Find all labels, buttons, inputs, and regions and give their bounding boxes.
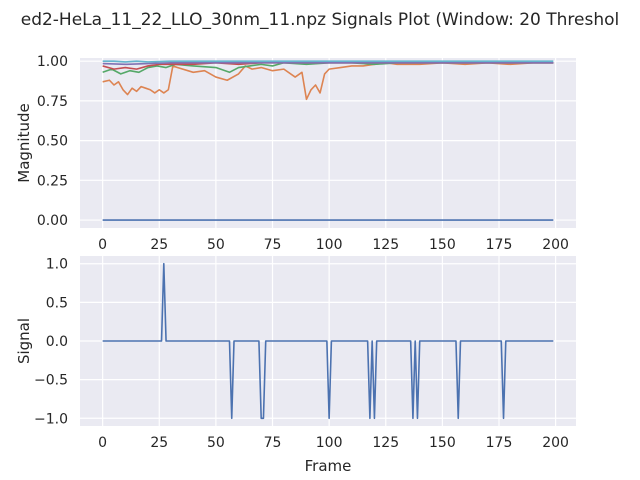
- figure-title: ed2-HeLa_11_22_LLO_30nm_11.npz Signals P…: [21, 10, 620, 30]
- magnitude-y-tick-label: 0.25: [37, 173, 68, 189]
- signal-x-tick-label: 175: [486, 435, 513, 451]
- signal-y-tick-label: −1.0: [34, 411, 68, 427]
- magnitude-series-line-5: [102, 60, 554, 63]
- signal-x-tick-label: 75: [264, 435, 282, 451]
- signal-x-tick-label: 0: [98, 435, 107, 451]
- magnitude-y-tick-label: 0.75: [37, 94, 68, 110]
- signal-x-tick-label: 50: [207, 435, 225, 451]
- magnitude-y-axis-label: Magnitude: [15, 103, 33, 182]
- signal-y-axis-label: Signal: [15, 318, 33, 364]
- signal-x-tick-label: 200: [542, 435, 569, 451]
- signal-y-tick-label: 1.0: [46, 257, 68, 273]
- signal-x-tick-label: 125: [372, 435, 399, 451]
- magnitude-x-tick-label: 75: [264, 237, 282, 253]
- magnitude-x-tick-label: 150: [429, 237, 456, 253]
- signal-x-tick-label: 25: [150, 435, 168, 451]
- magnitude-y-tick-label: 0.50: [37, 134, 68, 150]
- magnitude-y-tick-label: 1.00: [37, 54, 68, 70]
- magnitude-x-tick-label: 50: [207, 237, 225, 253]
- signal-x-tick-label: 100: [316, 435, 343, 451]
- magnitude-y-tick-label: 0.00: [37, 213, 68, 229]
- magnitude-x-tick-label: 125: [372, 237, 399, 253]
- signal-y-tick-label: −0.5: [34, 373, 68, 389]
- signal-axes: 0 25 50 75 100 125 150 175 200 −1.0 −0.5 0.0 0.5 1.0 S…: [15, 256, 576, 475]
- magnitude-series-line-4: [102, 61, 554, 66]
- magnitude-axes: 0 25 50 75 100 125 150 175 200 0.00 0.25 0.50 0.75 1.…: [15, 54, 576, 253]
- signal-x-axis-label: Frame: [305, 457, 352, 475]
- magnitude-x-tick-label: 100: [316, 237, 343, 253]
- magnitude-x-tick-label: 0: [98, 237, 107, 253]
- magnitude-x-tick-label: 25: [150, 237, 168, 253]
- signal-series-line-0: [102, 262, 554, 420]
- magnitude-x-tick-label: 175: [486, 237, 513, 253]
- signal-y-tick-label: 0.5: [46, 295, 68, 311]
- signal-y-tick-label: 0.0: [46, 334, 68, 350]
- signal-x-tick-label: 150: [429, 435, 456, 451]
- magnitude-plot-area: [80, 58, 576, 228]
- magnitude-x-tick-label: 200: [542, 237, 569, 253]
